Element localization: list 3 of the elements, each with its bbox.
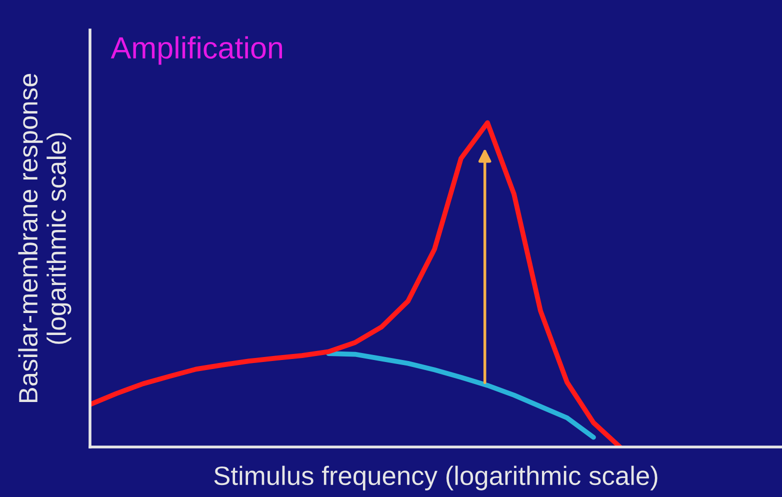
chart-title: Amplification bbox=[110, 36, 282, 65]
y-axis-title: Basilar-membrane response (logarithmic scale) bbox=[18, 74, 72, 402]
x-axis-title: Stimulus frequency (logarithmic scale) bbox=[214, 466, 658, 490]
